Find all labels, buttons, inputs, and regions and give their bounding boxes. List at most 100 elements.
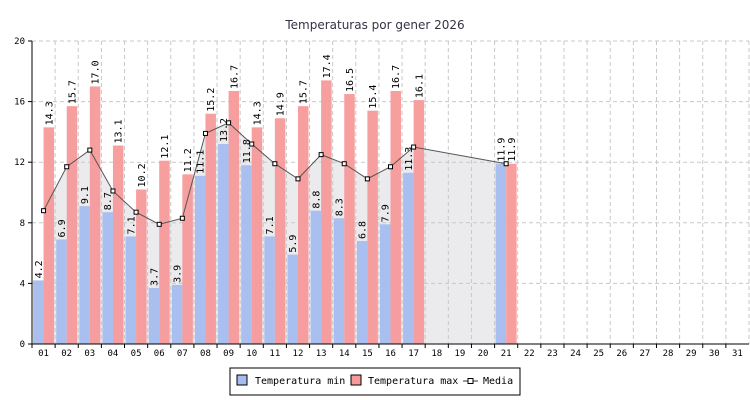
media-point xyxy=(388,164,393,170)
bar-temperatura-min xyxy=(125,236,137,344)
data-label-max: 16.7 xyxy=(229,65,240,89)
data-label-min: 6.8 xyxy=(358,221,369,239)
bar-temperatura-max xyxy=(43,127,55,344)
media-point xyxy=(272,161,278,167)
data-label-min: 8.8 xyxy=(311,191,322,209)
bar-temperatura-min xyxy=(403,172,414,344)
data-label-min: 4.2 xyxy=(34,260,45,278)
data-label-max: 17.4 xyxy=(322,54,333,78)
media-point xyxy=(503,161,509,167)
bar-temperatura-min xyxy=(56,239,67,344)
x-tick-label: 04 xyxy=(108,349,119,359)
bar-temperatura-max xyxy=(205,113,216,344)
media-line xyxy=(41,120,509,227)
bar-temperatura-min xyxy=(218,144,229,344)
x-tick-label: 08 xyxy=(200,349,211,359)
bar-temperatura-max xyxy=(228,90,240,345)
x-tick-label: 14 xyxy=(339,349,350,359)
bar-temperatura-max xyxy=(321,80,332,344)
x-tick-label: 03 xyxy=(84,349,95,359)
data-label-min: 7.1 xyxy=(126,216,137,234)
bar-temperatura-min xyxy=(171,284,183,344)
x-tick-label: 12 xyxy=(293,349,304,359)
x-tick-label: 11 xyxy=(269,349,280,359)
media-point xyxy=(249,141,255,147)
x-tick-label: 21 xyxy=(501,349,512,359)
media-series-line xyxy=(43,122,507,225)
bar-temperatura-min xyxy=(102,212,113,344)
grid-lines xyxy=(32,40,750,344)
data-label-max: 16.5 xyxy=(345,68,356,92)
bar-temperatura-max xyxy=(344,94,355,345)
y-tick-label: 12 xyxy=(14,158,25,168)
data-label-max: 11.9 xyxy=(507,138,518,162)
x-tick-label: 18 xyxy=(431,349,442,359)
bars xyxy=(33,80,517,345)
data-label-max: 11.2 xyxy=(183,148,194,172)
x-tick-label: 13 xyxy=(316,349,327,359)
media-point xyxy=(87,147,93,153)
bar-temperatura-max xyxy=(390,90,401,345)
bar-temperatura-min xyxy=(495,163,507,344)
media-point xyxy=(156,221,162,227)
bar-temperatura-min xyxy=(79,206,90,344)
legend-marker-media xyxy=(467,378,474,384)
data-label-min: 3.9 xyxy=(173,265,184,283)
data-label-min: 3.7 xyxy=(149,268,160,286)
bar-temperatura-max xyxy=(367,110,378,344)
bar-temperatura-min xyxy=(356,240,368,344)
media-point xyxy=(226,120,232,126)
media-point xyxy=(364,176,370,182)
data-label-max: 15.7 xyxy=(67,80,78,104)
bar-temperatura-max xyxy=(506,163,517,344)
bar-temperatura-max xyxy=(182,174,193,344)
bar-temperatura-max xyxy=(413,100,425,345)
x-tick-label: 27 xyxy=(639,349,650,359)
data-label-max: 15.4 xyxy=(368,85,379,109)
x-tick-label: 06 xyxy=(154,349,165,359)
x-tick-label: 16 xyxy=(385,349,396,359)
y-tick-label: 8 xyxy=(20,219,25,229)
y-tick-label: 20 xyxy=(14,37,25,47)
x-tick-label: 22 xyxy=(524,349,535,359)
bar-temperatura-max xyxy=(66,106,78,345)
bar-temperatura-min xyxy=(241,165,252,344)
legend-label-min: Temperatura min xyxy=(255,376,345,387)
legend-label-max: Temperatura max xyxy=(368,376,458,387)
data-label-max: 13.1 xyxy=(114,119,125,143)
data-label-min: 11.8 xyxy=(242,139,253,163)
x-tick-label: 10 xyxy=(246,349,257,359)
bar-temperatura-max xyxy=(89,86,101,344)
media-point xyxy=(133,209,139,215)
media-point xyxy=(341,161,347,167)
data-label-max: 14.3 xyxy=(44,101,55,125)
bar-temperatura-min xyxy=(148,287,160,344)
x-tick-label: 30 xyxy=(709,349,720,359)
x-tick-label: 20 xyxy=(478,349,489,359)
data-label-max: 14.9 xyxy=(276,92,287,116)
data-label-min: 7.9 xyxy=(381,204,392,222)
bar-temperatura-min xyxy=(264,236,275,344)
legend-swatch-min xyxy=(236,374,248,386)
data-label-min: 13.2 xyxy=(219,118,230,142)
data-label-min: 11.3 xyxy=(404,147,415,171)
media-point xyxy=(318,152,324,158)
data-label-min: 7.1 xyxy=(265,216,276,234)
x-tick-label: 19 xyxy=(454,349,465,359)
x-tick-label: 26 xyxy=(616,349,627,359)
legend-label-media: Media xyxy=(483,376,513,387)
x-tick-label: 07 xyxy=(177,349,188,359)
media-point xyxy=(179,215,185,221)
media-point xyxy=(64,164,70,170)
x-tick-label: 31 xyxy=(732,349,743,359)
x-tick-label: 17 xyxy=(408,349,419,359)
x-tick-label: 28 xyxy=(663,349,674,359)
bar-temperatura-min xyxy=(310,210,322,344)
data-labels: 4.2 14.3 6.9 15.7 9.1 17.0 8.7 13.1 7.1 10.2 3.7 12… xyxy=(34,54,518,286)
y-tick-label: 16 xyxy=(14,98,25,108)
data-label-min: 6.9 xyxy=(57,219,68,237)
data-label-min: 5.9 xyxy=(288,235,299,253)
data-label-min: 11.1 xyxy=(196,150,207,174)
media-point xyxy=(295,176,301,182)
